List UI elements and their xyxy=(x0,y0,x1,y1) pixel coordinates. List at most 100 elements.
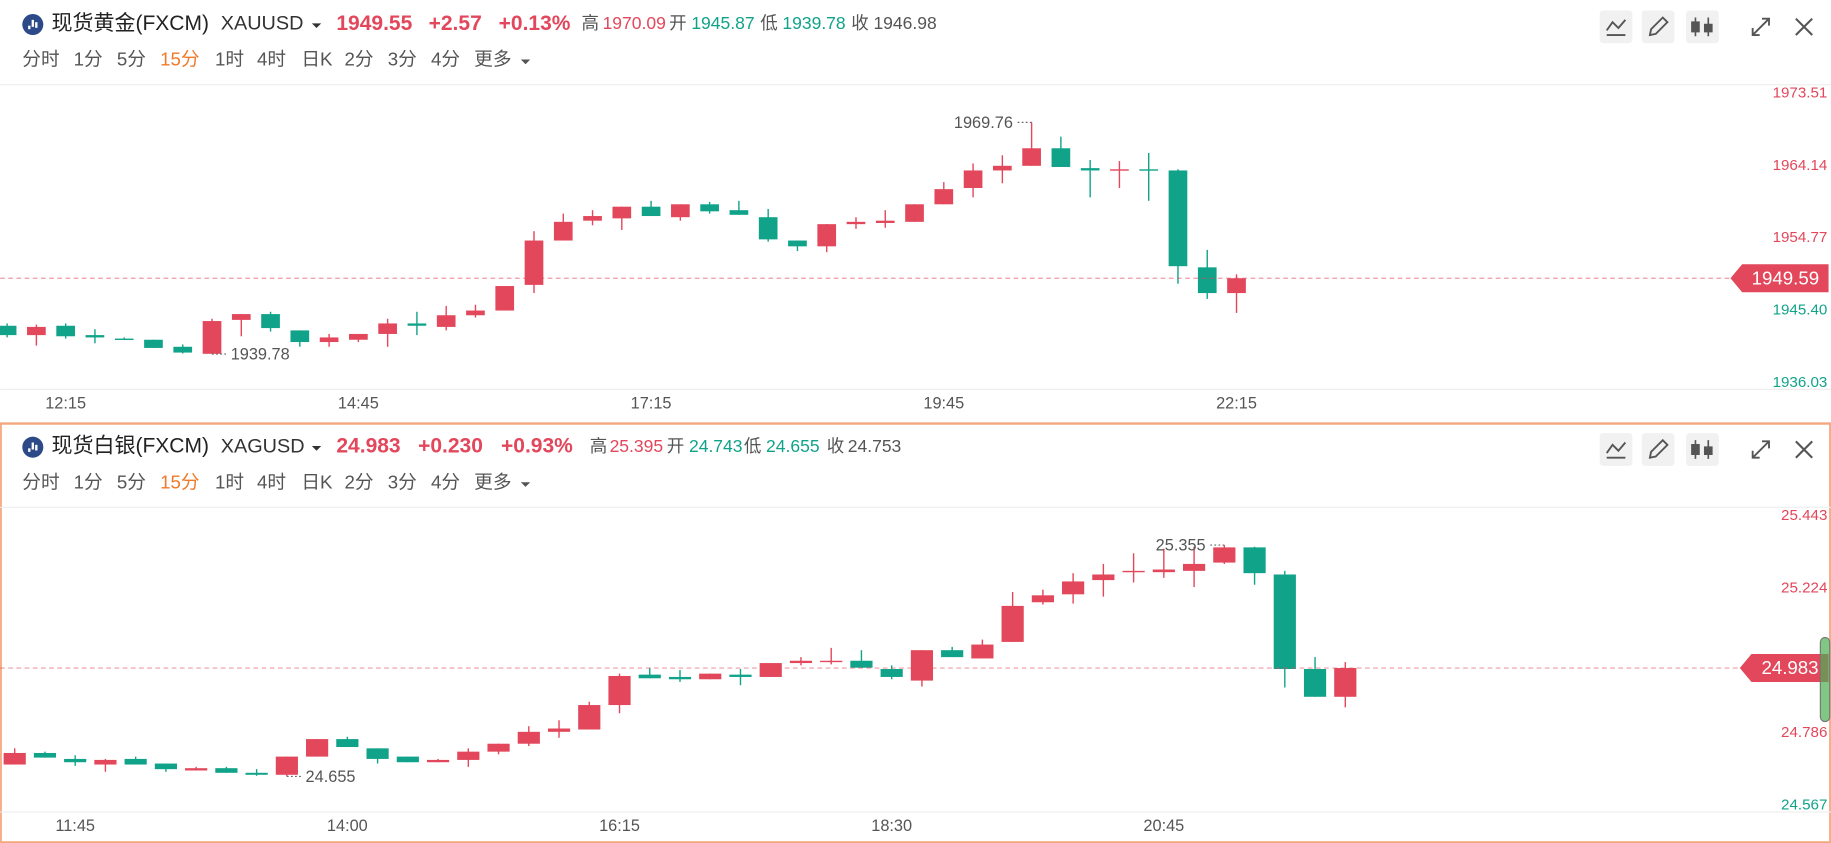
period-button[interactable]: 日K xyxy=(301,49,333,70)
expand-button[interactable] xyxy=(1751,17,1770,36)
quote-prev_close: 24.753 xyxy=(848,436,902,456)
symbol-icon-bar xyxy=(35,444,38,451)
candle-body xyxy=(275,756,298,775)
period-button[interactable]: 更多 xyxy=(474,471,511,492)
candle-body xyxy=(1062,581,1085,595)
candle-body xyxy=(758,217,778,240)
candle-body xyxy=(336,739,359,748)
period-button[interactable]: 1分 xyxy=(74,471,103,492)
icon xyxy=(1648,438,1669,459)
candle-body xyxy=(788,240,807,247)
symbol-title[interactable]: 现货白银(FXCM) xyxy=(51,435,208,458)
candle-body xyxy=(880,669,903,677)
candle-body xyxy=(144,339,163,348)
quote-prev_close: 1946.98 xyxy=(873,13,936,33)
candle-body xyxy=(27,326,46,336)
symbol-code[interactable]: XAUUSD xyxy=(221,13,304,35)
candle-body xyxy=(608,675,631,706)
max-marker: 1969.76 xyxy=(954,114,1013,132)
more-dropdown[interactable] xyxy=(520,482,531,487)
period-button[interactable]: 15分 xyxy=(160,49,199,70)
scroll-handle[interactable] xyxy=(1819,636,1831,723)
candle-body xyxy=(1243,547,1266,574)
period-button[interactable]: 2分 xyxy=(345,471,374,492)
candle-body xyxy=(553,221,573,241)
indicator-button[interactable] xyxy=(1599,433,1633,466)
period-button[interactable]: 4分 xyxy=(431,471,460,492)
chart-type-button[interactable] xyxy=(1686,433,1719,466)
period-button[interactable]: 1时 xyxy=(215,49,244,70)
period-button[interactable]: 5分 xyxy=(117,471,146,492)
candle-body xyxy=(1168,170,1188,267)
quote-change: +0.230 xyxy=(418,435,483,458)
candle-body xyxy=(426,759,450,763)
button-bg xyxy=(1641,10,1675,44)
draw-button[interactable] xyxy=(1641,10,1675,44)
button-bg xyxy=(1641,433,1675,466)
y-tick-label: 1945.40 xyxy=(1773,302,1828,319)
x-tick-label: 16:15 xyxy=(599,817,640,835)
icon xyxy=(1795,440,1813,459)
quote-change: +2.57 xyxy=(429,12,482,35)
candle-body xyxy=(1031,595,1054,603)
period-button[interactable]: 1时 xyxy=(215,471,244,492)
candle-body xyxy=(1080,168,1100,171)
x-tick-label: 19:45 xyxy=(923,394,964,412)
draw-button[interactable] xyxy=(1641,433,1675,466)
period-button[interactable]: 2分 xyxy=(345,49,374,70)
period-button[interactable]: 分时 xyxy=(22,471,59,492)
candle-body xyxy=(94,759,117,765)
period-button[interactable]: 3分 xyxy=(388,49,417,70)
quote-change-pct: +0.13% xyxy=(499,12,571,35)
candle-body xyxy=(729,674,752,677)
more-dropdown[interactable] xyxy=(520,59,531,65)
period-button[interactable]: 日K xyxy=(301,471,333,492)
candle-body xyxy=(578,705,601,730)
period-button[interactable]: 4分 xyxy=(431,49,460,70)
period-button[interactable]: 5分 xyxy=(117,49,146,70)
active-panel-border xyxy=(0,422,1831,843)
expand-button[interactable] xyxy=(1751,440,1770,459)
candle-body xyxy=(817,224,837,247)
close-button[interactable] xyxy=(1795,17,1813,36)
last-price-label: 1949.59 xyxy=(1752,267,1820,288)
candle-body xyxy=(517,731,540,744)
period-button[interactable]: 3分 xyxy=(388,471,417,492)
indicator-button[interactable] xyxy=(1599,10,1633,44)
candle-body xyxy=(875,220,895,223)
icon xyxy=(1605,441,1627,459)
quote-label: 高 xyxy=(582,13,600,33)
symbol-dropdown[interactable] xyxy=(311,23,322,29)
period-button[interactable]: 分时 xyxy=(22,49,59,70)
candle-body xyxy=(64,758,87,763)
period-button[interactable]: 4时 xyxy=(257,49,286,70)
candle-body xyxy=(436,315,456,327)
candle-body xyxy=(457,751,480,760)
last-price-badge xyxy=(1730,264,1829,293)
symbol-code[interactable]: XAGUSD xyxy=(221,435,305,457)
candle-body xyxy=(905,204,924,222)
symbol-title[interactable]: 现货黄金(FXCM) xyxy=(51,12,208,35)
candle-body xyxy=(366,748,389,759)
candle-body xyxy=(202,321,222,354)
candle-body xyxy=(641,206,661,217)
period-button[interactable]: 1分 xyxy=(74,49,103,70)
period-button[interactable]: 4时 xyxy=(257,471,286,492)
button-bg xyxy=(1686,433,1719,466)
quote-label: 开 xyxy=(667,436,685,456)
period-button[interactable]: 更多 xyxy=(474,49,511,70)
candle-body xyxy=(759,663,782,677)
close-button[interactable] xyxy=(1795,440,1813,459)
x-tick-label: 14:00 xyxy=(327,817,368,835)
period-button[interactable]: 15分 xyxy=(160,471,199,492)
quote-label: 开 xyxy=(669,13,687,33)
candle-body xyxy=(993,165,1012,171)
candle-body xyxy=(1110,169,1129,171)
quote-open: 1945.87 xyxy=(691,13,754,33)
candle-body xyxy=(85,335,105,338)
icon xyxy=(1605,19,1627,36)
chart-type-button[interactable] xyxy=(1686,10,1719,44)
quote-change-pct: +0.93% xyxy=(501,435,573,458)
symbol-dropdown[interactable] xyxy=(311,446,322,451)
